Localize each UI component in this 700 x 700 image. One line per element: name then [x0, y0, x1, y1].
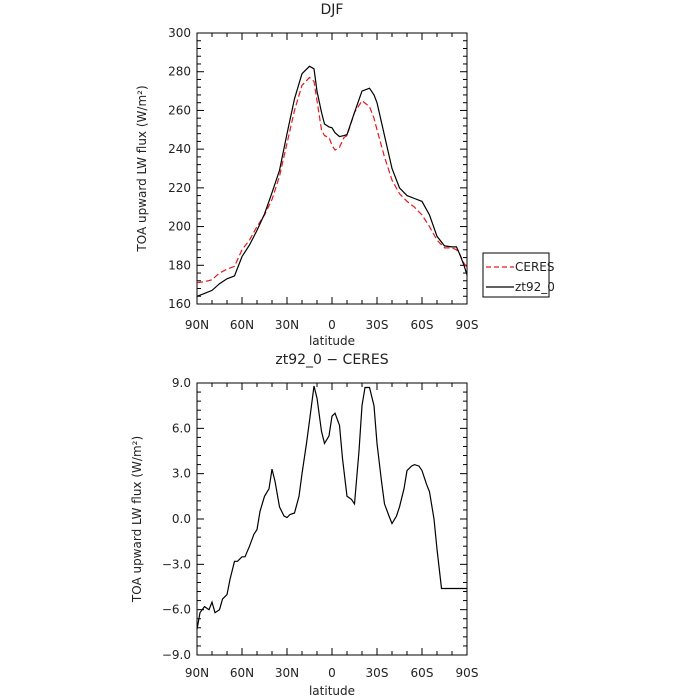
y-tick-label: 300	[168, 26, 191, 40]
y-axis-label: TOA upward LW flux (W/m²)	[130, 436, 144, 603]
legend-label: zt92_0	[515, 280, 555, 294]
legend-label: CERES	[515, 260, 555, 274]
x-tick-label: 30S	[366, 318, 389, 332]
plot-frame	[196, 382, 468, 656]
x-tick-label: 90S	[456, 318, 479, 332]
y-tick-label: −9.0	[162, 648, 191, 662]
y-tick-label: 9.0	[172, 376, 191, 390]
legend: CERES zt92_0	[482, 252, 555, 298]
x-tick-label: 0	[328, 666, 336, 680]
x-tick-label: 90N	[185, 666, 209, 680]
x-tick-label: 90S	[456, 666, 479, 680]
chart-panel-1: DJF 90N 60N 30N 0 30S 60S 90S 160 180 200 220 240 260…	[135, 2, 555, 348]
x-tick-label: 90N	[185, 318, 209, 332]
y-axis-label: TOA upward LW flux (W/m²)	[135, 85, 149, 252]
y-tick-label: −3.0	[162, 557, 191, 571]
x-tick-label: 60N	[230, 318, 254, 332]
series-line-diff-0	[196, 385, 467, 630]
chart-title: zt92_0 − CERES	[275, 352, 388, 368]
y-tick-label: −6.0	[162, 603, 191, 617]
x-tick-label: 60N	[230, 666, 254, 680]
x-tick-label: 30N	[275, 666, 299, 680]
x-axis-label: latitude	[309, 684, 355, 698]
plot-frame	[196, 32, 468, 305]
y-tick-label: 160	[168, 297, 191, 311]
x-tick-label: 60S	[411, 318, 434, 332]
y-tick-label: 280	[168, 65, 191, 79]
x-axis-label: latitude	[309, 334, 355, 348]
y-tick-label: 240	[168, 142, 191, 156]
y-tick-label: 260	[168, 103, 191, 117]
y-tick-label: 0.0	[172, 512, 191, 526]
y-tick-label: 180	[168, 258, 191, 272]
x-tick-label: 60S	[411, 666, 434, 680]
y-tick-label: 6.0	[172, 421, 191, 435]
series-line-zt92-0	[196, 65, 468, 297]
chart-title: DJF	[321, 2, 344, 18]
chart-panel-2: zt92_0 − CERES 90N 60N 30N 0 30S 60S 90S −9.0 −6.…	[130, 352, 478, 698]
x-tick-label: 30S	[366, 666, 389, 680]
legend-box	[482, 252, 550, 298]
x-tick-label: 30N	[275, 318, 299, 332]
y-tick-label: 3.0	[172, 467, 191, 481]
x-tick-label: 0	[328, 318, 336, 332]
series-line-ceres	[196, 76, 468, 284]
y-tick-label: 200	[168, 220, 191, 234]
y-tick-label: 220	[168, 181, 191, 195]
